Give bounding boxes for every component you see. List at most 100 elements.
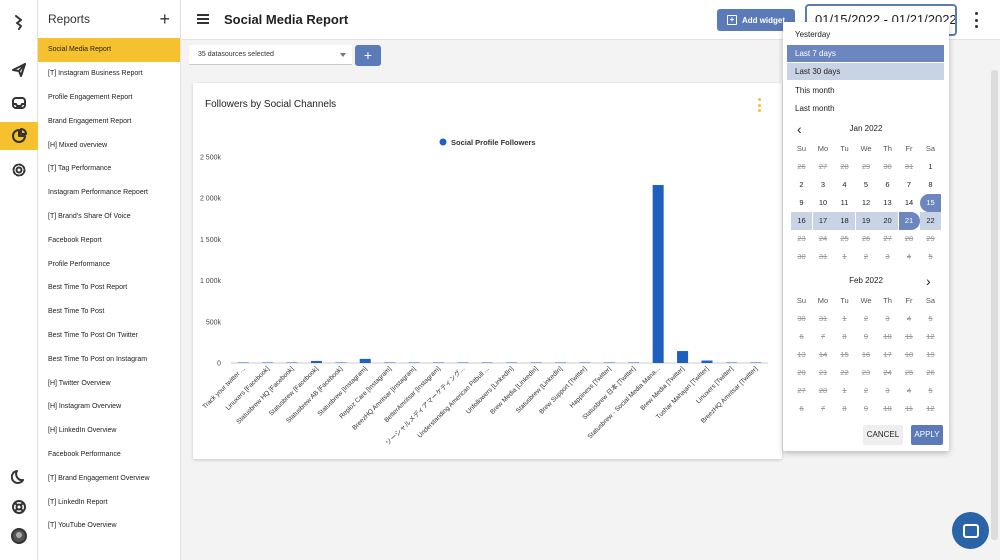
chart-bar <box>701 360 713 363</box>
calendar-day[interactable]: 16 <box>791 212 812 230</box>
lifebuoy-icon[interactable] <box>0 493 38 521</box>
sidebar-item-report[interactable]: [T] LinkedIn Report <box>48 498 108 506</box>
calendar-day[interactable]: 1 <box>928 162 933 171</box>
legend-marker <box>439 138 447 146</box>
calendar-day: 4 <box>906 314 912 323</box>
gear-icon[interactable] <box>0 156 38 184</box>
chevron-right-icon[interactable]: › <box>926 273 931 289</box>
sidebar-item-report[interactable]: Brand Engagement Report <box>48 117 132 125</box>
calendar-day[interactable]: 18 <box>834 212 855 230</box>
sidebar-item-report[interactable]: Best Time To Post on Instagram <box>48 355 148 363</box>
sidebar-item-report[interactable]: [T] Tag Performance <box>48 165 112 173</box>
calendar-day: 27 <box>883 234 892 243</box>
calendar-day: 28 <box>818 386 828 395</box>
calendar-day[interactable]: 15 <box>920 194 941 212</box>
menu-icon[interactable] <box>197 14 209 24</box>
date-preset-option[interactable]: Last 30 days <box>787 63 944 80</box>
sidebar-item-report[interactable]: [H] LinkedIn Overview <box>48 427 117 435</box>
page-scrollbar[interactable] <box>991 70 998 540</box>
calendar-day[interactable]: 7 <box>906 180 912 189</box>
calendar-day[interactable]: 13 <box>883 198 892 207</box>
chart-bar <box>530 362 542 363</box>
date-preset-option[interactable]: Last 7 days <box>787 44 944 62</box>
weekday-label: We <box>860 144 872 153</box>
date-preset-option[interactable]: Yesterday <box>795 30 831 39</box>
sidebar-item-report[interactable]: [H] Instagram Overview <box>48 403 122 411</box>
calendar-day[interactable]: 21 <box>898 212 920 230</box>
calendar-day[interactable]: 11 <box>840 198 849 207</box>
add-datasource-button[interactable]: + <box>355 45 381 66</box>
sidebar-item-report[interactable]: Social Media Report <box>38 38 180 62</box>
calendar-day[interactable]: 4 <box>842 180 847 189</box>
chart-bar <box>432 362 444 363</box>
sidebar-item-report[interactable]: Profile Performance <box>48 260 110 268</box>
legend-label: Social Profile Followers <box>451 138 536 147</box>
calendar-day[interactable]: 17 <box>812 212 834 230</box>
datasource-select[interactable]: 35 datasources selected <box>189 45 352 65</box>
apply-button[interactable]: APPLY <box>911 425 943 445</box>
calendar-day: 3 <box>885 314 890 323</box>
weekday-label: Sa <box>925 144 936 153</box>
x-tick-label: Linuxers [Facebook] <box>225 365 271 411</box>
calendar-day[interactable]: 9 <box>799 198 804 207</box>
calendar-day: 16 <box>861 350 871 359</box>
calendar-day[interactable]: 19 <box>855 212 877 230</box>
app-logo-icon[interactable] <box>0 8 38 36</box>
moon-icon[interactable] <box>0 463 38 491</box>
calendar-day[interactable]: 5 <box>863 180 869 189</box>
add-report-button[interactable]: + <box>159 9 170 29</box>
sidebar-item-report[interactable]: Best Time To Post <box>48 308 105 316</box>
sidebar-item-report[interactable]: Instagram Performance Repoert <box>48 189 148 197</box>
cancel-button[interactable]: CANCEL <box>863 425 903 445</box>
calendar-day: 19 <box>926 350 935 359</box>
weekday-label: Su <box>796 144 807 153</box>
calendar-day: 8 <box>842 404 847 413</box>
inbox-icon[interactable] <box>0 89 38 117</box>
add-widget-button[interactable]: + Add widget <box>717 9 795 31</box>
x-tick-label: Statusbrew [LinkedIn] <box>515 365 564 414</box>
calendar-day[interactable]: 2 <box>799 180 804 189</box>
chat-launcher-button[interactable] <box>952 512 989 549</box>
report-list: Social Media Report [T] Instagram Busines… <box>38 38 180 538</box>
calendar-day[interactable]: 12 <box>861 198 871 207</box>
more-options-icon[interactable] <box>974 12 978 28</box>
datasource-select-value: 35 datasources selected <box>198 51 274 58</box>
sidebar-item-report[interactable]: Best Time To Post Report <box>48 284 128 292</box>
calendar-day[interactable]: 20 <box>877 212 898 230</box>
date-preset-option[interactable]: Last month <box>795 104 835 113</box>
calendar-day[interactable]: 6 <box>885 180 890 189</box>
calendar-day[interactable]: 8 <box>928 180 933 189</box>
calendar-day[interactable]: 10 <box>818 198 828 207</box>
paper-plane-icon[interactable] <box>0 56 38 84</box>
sidebar-item-report[interactable]: [T] Instagram Business Report <box>48 70 143 78</box>
sidebar-item-report[interactable]: Profile Engagement Report <box>48 93 133 101</box>
sidebar-item-report[interactable]: [H] Twitter Overview <box>48 379 111 387</box>
calendar-day: 11 <box>905 404 913 413</box>
date-preset-option[interactable]: This month <box>795 85 835 95</box>
calendar-day[interactable]: 3 <box>820 180 826 189</box>
calendar-day: 1 <box>842 314 847 323</box>
calendar-day: 6 <box>799 404 804 413</box>
avatar-icon[interactable] <box>0 522 38 550</box>
weekday-label: Su <box>796 296 807 305</box>
weekday-label: Mo <box>817 296 829 305</box>
sidebar-item-report[interactable]: Facebook Report <box>48 236 102 244</box>
sidebar-item-report[interactable]: [T] Brand's Share Of Voice <box>48 212 131 220</box>
chart-bar <box>725 362 737 363</box>
calendar-day[interactable]: 22 <box>920 212 941 230</box>
widget-options-icon[interactable] <box>757 98 761 112</box>
calendar-month-title: Jan 2022 <box>849 124 883 133</box>
calendar-day[interactable]: 14 <box>904 198 914 207</box>
chart-bar <box>262 362 274 363</box>
sidebar-item-report[interactable]: Facebook Performance <box>48 450 121 458</box>
chevron-left-icon[interactable]: ‹ <box>797 121 802 137</box>
sidebar-item-report[interactable]: [H] Mixed overview <box>48 141 108 149</box>
calendar-day: 5 <box>928 386 933 395</box>
calendar-day: 27 <box>797 386 806 395</box>
sidebar-item-report[interactable]: Best Time To Post On Twitter <box>48 331 138 339</box>
sidebar-item-report[interactable]: [T] Brand Engagement Overview <box>48 474 150 482</box>
weekday-label: Mo <box>817 144 829 153</box>
pie-chart-icon[interactable] <box>0 122 38 150</box>
calendar-day: 31 <box>904 162 914 171</box>
sidebar-item-report[interactable]: [T] YouTube Overview <box>48 522 117 530</box>
